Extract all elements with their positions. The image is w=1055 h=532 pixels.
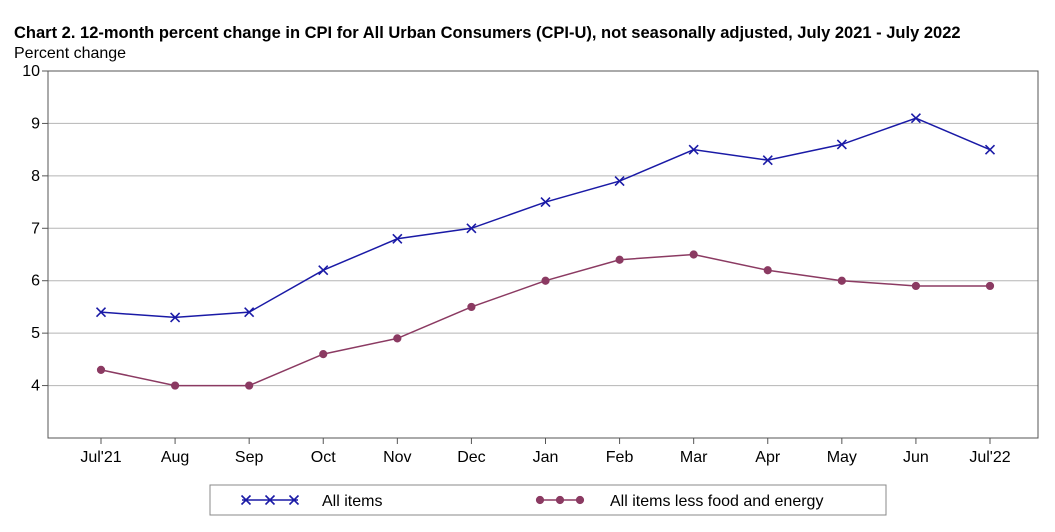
y-tick-label: 7 xyxy=(31,220,40,237)
data-point xyxy=(911,281,921,291)
data-point xyxy=(319,350,328,359)
y-tick-label: 9 xyxy=(31,115,40,132)
data-point xyxy=(689,250,698,259)
data-point xyxy=(614,176,625,187)
x-tick-label: May xyxy=(827,449,857,466)
data-point xyxy=(245,381,254,390)
x-tick-label: Mar xyxy=(680,449,708,466)
x-tick-label: Jul'22 xyxy=(969,449,1010,466)
data-point xyxy=(95,307,107,318)
series-1 xyxy=(95,113,996,323)
x-tick-label: Nov xyxy=(383,449,411,466)
x-tick-labels: Jul'21 Aug Sep Oct Nov Dec Jan Feb Mar Apr May Jun J… xyxy=(80,438,1011,466)
data-point xyxy=(540,197,551,208)
series-line xyxy=(100,253,990,387)
data-point xyxy=(393,334,402,343)
x-tick-label: Feb xyxy=(606,449,634,466)
data-point xyxy=(836,139,847,150)
legend: All items All items less food and energy xyxy=(209,484,887,516)
y-tick-label: 5 xyxy=(31,325,40,342)
data-point xyxy=(688,144,699,155)
data-point xyxy=(467,302,476,312)
data-point xyxy=(837,276,846,285)
data-point xyxy=(985,281,995,291)
legend-entry-1: All items xyxy=(240,493,382,510)
data-point xyxy=(318,265,329,276)
legend-marker xyxy=(288,494,300,506)
data-point xyxy=(984,144,996,155)
legend-marker xyxy=(264,494,276,506)
y-tick-label: 4 xyxy=(31,378,40,395)
data-point xyxy=(170,312,181,323)
x-tick-label: Sep xyxy=(235,449,264,466)
series-line xyxy=(100,117,991,319)
x-tick-label: Jan xyxy=(533,449,559,466)
data-point xyxy=(762,155,773,166)
y-tick-label: 10 xyxy=(22,63,40,80)
data-point xyxy=(96,365,106,374)
chart-title: Chart 2. 12-month percent change in CPI … xyxy=(14,24,961,42)
data-point xyxy=(466,223,477,234)
legend-marker xyxy=(555,495,565,505)
gridlines xyxy=(48,122,1038,387)
x-tick-label: Apr xyxy=(755,449,781,466)
data-point xyxy=(615,255,624,264)
data-point xyxy=(541,276,550,285)
x-tick-label: Aug xyxy=(161,449,189,466)
data-point xyxy=(244,307,255,318)
y-tick-label: 6 xyxy=(31,273,40,290)
legend-entries: All items All items less food and energy xyxy=(240,493,823,510)
data-point xyxy=(910,113,921,124)
legend-label: All items less food and energy xyxy=(610,493,823,510)
data-point xyxy=(392,233,403,244)
x-tick-label: Oct xyxy=(311,449,336,466)
y-axis-label: Percent change xyxy=(14,45,126,62)
data-point xyxy=(170,381,180,390)
legend-marker xyxy=(240,494,252,506)
plot-area-border xyxy=(47,70,1039,439)
series-layer xyxy=(95,113,996,390)
legend-marker xyxy=(535,495,545,505)
y-tick-labels: 4 5 6 7 8 9 10 xyxy=(22,63,48,395)
legend-label: All items xyxy=(322,493,382,510)
x-tick-label: Jun xyxy=(903,449,929,466)
legend-entry-2: All items less food and energy xyxy=(535,493,823,510)
data-point xyxy=(763,266,772,275)
x-tick-label: Dec xyxy=(457,449,485,466)
x-tick-label: Jul'21 xyxy=(80,449,121,466)
legend-marker xyxy=(575,495,585,505)
series-2 xyxy=(96,250,995,390)
y-tick-label: 8 xyxy=(31,168,40,185)
